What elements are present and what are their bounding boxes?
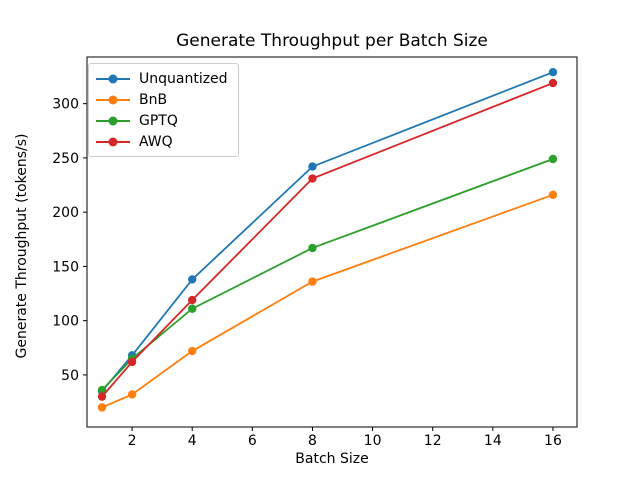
chart-title: Generate Throughput per Batch Size: [176, 31, 488, 51]
data-point-gptq: [188, 304, 197, 313]
data-point-gptq: [97, 385, 107, 395]
data-point-unquantized: [188, 275, 197, 284]
legend: Unquantized BnB GPTQ AWQ: [88, 63, 239, 157]
legend-line-marker-icon: [96, 137, 130, 146]
legend-label: Unquantized: [139, 70, 228, 87]
data-point-awq: [548, 78, 558, 88]
data-point-bnb: [127, 390, 137, 399]
y-tick-label: 150: [52, 259, 79, 275]
legend-entry-unquantized: Unquantized: [96, 68, 228, 89]
legend-entry-gptq: GPTQ: [96, 110, 228, 131]
legend-line-marker-icon: [96, 74, 130, 83]
series-line-gptq: [101, 158, 554, 392]
data-point-bnb: [308, 277, 317, 286]
y-tick-label: 250: [52, 151, 79, 167]
x-tick-label: 10: [364, 433, 382, 449]
data-point-unquantized: [308, 162, 317, 171]
data-point-awq: [127, 357, 137, 367]
x-tick-label: 14: [484, 433, 502, 449]
legend-entry-awq: AWQ: [96, 131, 228, 152]
x-tick-label: 12: [424, 433, 442, 449]
plot-frame: [86, 56, 578, 428]
y-axis-label: Generate Throughput (tokens/s): [14, 133, 30, 359]
data-point-awq: [97, 392, 107, 401]
x-tick-label: 8: [308, 433, 317, 449]
x-tick-label: 16: [544, 433, 562, 449]
y-tick-label: 100: [52, 314, 79, 330]
y-tick-label: 300: [52, 97, 79, 113]
y-tick-label: 200: [52, 205, 79, 221]
data-point-unquantized: [548, 67, 558, 77]
data-point-bnb: [548, 190, 558, 200]
data-point-gptq: [308, 243, 317, 253]
data-point-gptq: [548, 154, 558, 164]
legend-line-marker-icon: [96, 116, 130, 125]
data-point-awq: [308, 174, 317, 183]
legend-label: BnB: [139, 91, 168, 108]
series-line-bnb: [101, 193, 554, 409]
legend-label: GPTQ: [139, 112, 178, 129]
x-tick-label: 2: [128, 433, 137, 449]
legend-entry-bnb: BnB: [96, 89, 228, 110]
legend-label: AWQ: [139, 133, 173, 150]
data-point-bnb: [97, 403, 107, 412]
legend-line-marker-icon: [96, 95, 130, 104]
x-axis-label: Batch Size: [295, 451, 369, 467]
y-tick-label: 50: [61, 368, 79, 384]
data-point-awq: [188, 295, 197, 305]
data-point-bnb: [188, 346, 197, 356]
x-tick-label: 6: [248, 433, 257, 449]
x-tick-label: 4: [188, 433, 197, 449]
